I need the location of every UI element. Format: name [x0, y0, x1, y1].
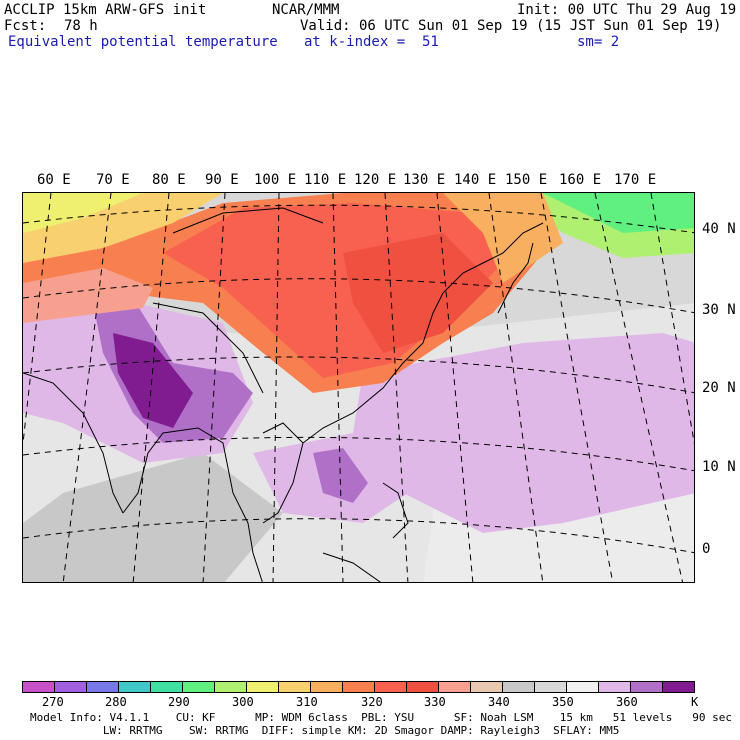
colorbar-swatch: [439, 682, 471, 692]
lon-label: 70 E: [96, 172, 130, 188]
grid-lon-60: [23, 193, 52, 444]
colorbar-swatch: [55, 682, 87, 692]
colorbar-tick: 350: [552, 695, 574, 709]
coastline-china: [302, 292, 444, 444]
field-band-lilac-pacific: [353, 333, 694, 533]
colorbar-swatch: [87, 682, 119, 692]
colorbar-tick: 340: [488, 695, 510, 709]
graticule: [23, 193, 694, 582]
colorbar-swatch: [311, 682, 343, 692]
lon-label: 110 E: [304, 172, 347, 188]
colorbar-swatch: [407, 682, 439, 692]
colorbar-swatch: [183, 682, 215, 692]
colorbar-swatch: [215, 682, 247, 692]
field-band-light-yellow: [23, 193, 143, 233]
lon-label: 130 E: [403, 172, 446, 188]
valid-time: Valid: 06 UTC Sun 01 Sep 19 (15 JST Sun …: [300, 18, 722, 34]
colorbar-swatch: [343, 682, 375, 692]
coastline-borneo: [322, 552, 382, 582]
level-label: at k-index = 51: [304, 34, 439, 50]
colorbar-swatch: [279, 682, 311, 692]
model-info-line2: LW: RRTMG SW: RRTMG DIFF: simple KM: 2D …: [30, 724, 620, 737]
lat-label: 10 N: [702, 459, 736, 475]
colorbar-swatch: [503, 682, 535, 692]
lat-label: 40 N: [702, 221, 736, 237]
coastline-korea-japan: [442, 222, 544, 294]
colorbar-swatch: [599, 682, 631, 692]
lat-label: 0: [702, 541, 711, 557]
model-info-line1: Model Info: V4.1.1 CU: KF MP: WDM 6class…: [30, 711, 732, 724]
lon-label: 80 E: [152, 172, 186, 188]
colorbar-swatch: [663, 682, 694, 692]
coastline-indochina: [262, 422, 304, 524]
grid-lon-160: [594, 193, 684, 582]
colorbar-tick: 330: [424, 695, 446, 709]
map-panel: [22, 192, 695, 583]
colorbar-swatch: [151, 682, 183, 692]
colorbar-swatch: [247, 682, 279, 692]
coastline-bay-of-bengal: [122, 427, 263, 582]
coastline-philippines: [382, 482, 409, 539]
lat-label: 30 N: [702, 302, 736, 318]
colorbar-swatch: [375, 682, 407, 692]
lon-label: 170 E: [614, 172, 657, 188]
init-time: Init: 00 UTC Thu 29 Aug 19: [517, 2, 737, 18]
coastlines: [23, 207, 544, 582]
colorbar-swatch: [23, 682, 55, 692]
field-band-purple-scs: [313, 448, 368, 503]
lon-label: 160 E: [559, 172, 602, 188]
coastline-japan: [497, 242, 534, 314]
lon-label: 60 E: [37, 172, 71, 188]
lon-label: 100 E: [254, 172, 297, 188]
colorbar-swatch: [535, 682, 567, 692]
lon-label: 140 E: [454, 172, 497, 188]
colorbar-tick: 310: [296, 695, 318, 709]
smoothing-label: sm= 2: [577, 34, 620, 50]
colorbar-unit: K: [691, 695, 699, 709]
lon-label: 120 E: [354, 172, 397, 188]
colorbar-swatch: [631, 682, 663, 692]
colorbar-tick: 320: [361, 695, 383, 709]
field-band-gray: [23, 453, 283, 582]
border-mongolia: [172, 207, 324, 234]
model-title: ACCLIP 15km ARW-GFS init: [4, 2, 207, 18]
field-band-green: [543, 193, 694, 233]
forecast-hours: 78 h: [64, 18, 98, 34]
lat-label: 20 N: [702, 380, 736, 396]
colorbar-tick: 280: [105, 695, 127, 709]
colorbar-tick: 360: [616, 695, 638, 709]
colorbar-tick: 290: [168, 695, 190, 709]
coastline-india: [23, 372, 124, 514]
colorbar-swatch: [567, 682, 599, 692]
colorbar: [22, 681, 695, 693]
colorbar-swatch: [119, 682, 151, 692]
forecast-label: Fcst:: [4, 18, 47, 34]
lon-label: 90 E: [205, 172, 239, 188]
lon-label: 150 E: [505, 172, 548, 188]
field-band-salmon: [23, 268, 153, 323]
theta-e-map: [23, 193, 694, 582]
border-himalaya: [152, 302, 264, 394]
colorbar-tick: 270: [42, 695, 64, 709]
field-name: Equivalent potential temperature: [8, 34, 278, 50]
grid-lon-150: [540, 193, 614, 582]
field-band-deep-red: [343, 233, 493, 353]
colorbar-tick: 300: [232, 695, 254, 709]
colorbar-swatch: [471, 682, 503, 692]
field-band-light-orange: [443, 193, 563, 283]
field-band-dark-purple: [113, 333, 193, 428]
organization: NCAR/MMM: [272, 2, 340, 18]
